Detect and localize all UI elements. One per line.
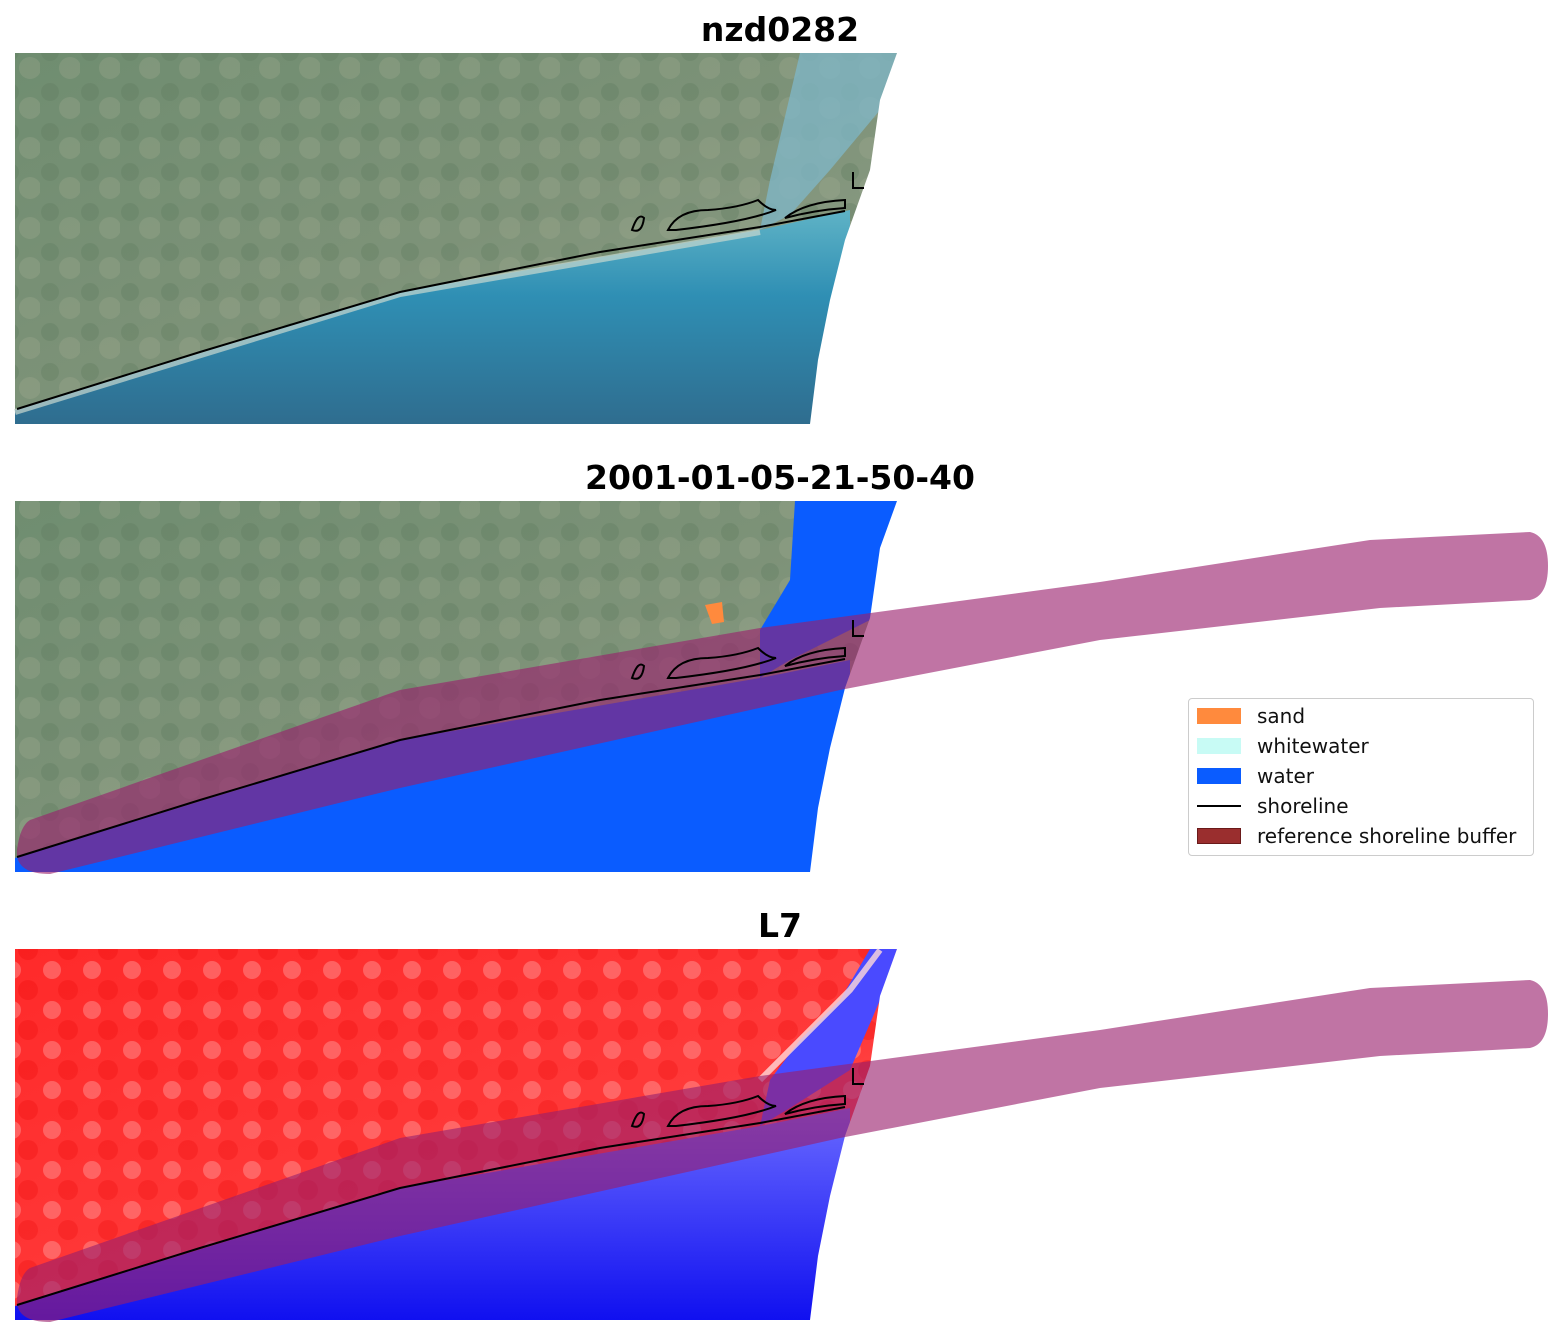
shoreline-swatch bbox=[1197, 805, 1241, 807]
sand-class-area bbox=[705, 602, 724, 624]
shoreline-1 bbox=[16, 210, 846, 410]
legend-label: water bbox=[1257, 764, 1314, 788]
sand-swatch bbox=[1197, 708, 1241, 724]
legend-label: whitewater bbox=[1257, 734, 1369, 758]
panel-3-index-image bbox=[15, 948, 1549, 1322]
buffer-swatch bbox=[1197, 828, 1241, 844]
legend-item-whitewater: whitewater bbox=[1197, 734, 1369, 758]
shoreline-3 bbox=[16, 1106, 846, 1306]
legend-item-sand: sand bbox=[1197, 704, 1306, 728]
legend-label: shoreline bbox=[1257, 794, 1349, 818]
panel-2-classified-image bbox=[15, 501, 1549, 874]
water-swatch bbox=[1197, 768, 1241, 784]
legend-label: sand bbox=[1257, 704, 1306, 728]
legend-item-buffer: reference shoreline buffer bbox=[1197, 824, 1517, 848]
reference-shoreline-buffer-2 bbox=[16, 532, 1549, 874]
legend-item-shoreline: shoreline bbox=[1197, 794, 1349, 818]
legend: sand whitewater water shoreline referenc… bbox=[1188, 698, 1534, 856]
panel-1-rgb-image bbox=[14, 53, 897, 424]
shoreline-2 bbox=[16, 658, 846, 858]
reference-shoreline-buffer-3 bbox=[16, 980, 1549, 1322]
panel-1-title: nzd0282 bbox=[700, 10, 860, 49]
legend-item-water: water bbox=[1197, 764, 1314, 788]
whitewater-swatch bbox=[1197, 738, 1241, 754]
legend-label: reference shoreline buffer bbox=[1257, 824, 1517, 848]
panel-2-title: 2001-01-05-21-50-40 bbox=[585, 458, 975, 497]
panel-3-title: L7 bbox=[758, 906, 802, 945]
